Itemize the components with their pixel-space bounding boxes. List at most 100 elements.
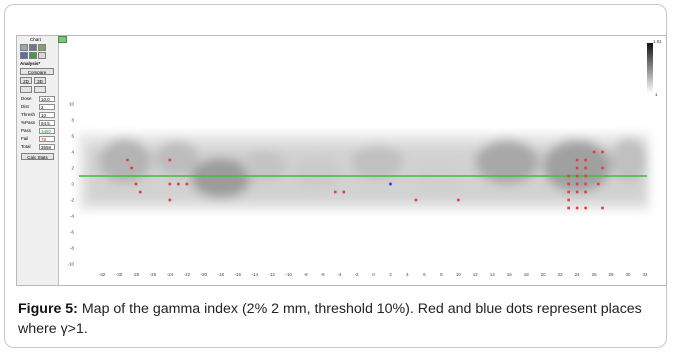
x-tick-label: 10 xyxy=(456,272,462,277)
caption-label: Figure 5: xyxy=(18,301,78,317)
y-tick-label: 8 xyxy=(71,118,74,123)
x-tick-label: -8 xyxy=(304,272,308,277)
gamma-fail-point xyxy=(457,198,460,202)
gamma-fail-point xyxy=(342,190,346,194)
gamma-fail-point xyxy=(601,150,604,154)
calc-stats-button[interactable]: Calc Stats xyxy=(21,153,54,160)
field-label-total: Total xyxy=(21,144,31,149)
gamma-map-plot: -32 -30 -28 -26 -24 -22 -20 -18 -16 -14 -12 -10 -8 -6… xyxy=(67,39,662,278)
y-tick-label: -4 xyxy=(70,214,74,219)
x-tick-label: -28 xyxy=(133,272,140,277)
x-tick-label: -18 xyxy=(218,272,225,277)
plot-axes: -32 -30 -28 -26 -24 -22 -20 -18 -16 -14 -12 -10 -8 -6… xyxy=(67,102,648,278)
y-tick-label: 6 xyxy=(71,134,74,139)
colorbar-bottom-label: 1 xyxy=(655,92,658,97)
y-tick-label: -10 xyxy=(67,262,74,267)
mode-2d-button[interactable]: 2D xyxy=(20,77,32,84)
x-tick-label: 26 xyxy=(592,272,598,277)
x-tick-label: -22 xyxy=(184,272,191,277)
panel-indicator xyxy=(58,36,67,43)
field-value-total: 3558 xyxy=(39,144,55,150)
option-button-b[interactable] xyxy=(34,86,46,93)
gamma-fail-point xyxy=(575,166,579,170)
x-tick-label: 2 xyxy=(389,272,392,277)
field-label-pass-pct: %Pass xyxy=(21,120,36,125)
toolbar-button-2[interactable] xyxy=(29,44,37,51)
gamma-fail-point xyxy=(592,150,596,154)
x-tick-label: 14 xyxy=(490,272,496,277)
gamma-fail-point xyxy=(168,198,172,202)
x-tick-label: 12 xyxy=(473,272,479,277)
gamma-fail-point xyxy=(597,182,600,186)
gamma-fail-point xyxy=(134,182,138,186)
x-tick-label: 8 xyxy=(440,272,443,277)
x-tick-label: 6 xyxy=(423,272,426,277)
x-tick-label: -20 xyxy=(201,272,208,277)
x-tick-label: -6 xyxy=(321,272,325,277)
x-tick-label: -24 xyxy=(167,272,174,277)
gamma-fail-point xyxy=(601,206,604,210)
gamma-fail-point xyxy=(414,198,418,202)
colorbar-top-label: 1.01 xyxy=(653,39,662,44)
toolbar-button-4[interactable] xyxy=(20,52,28,59)
caption-text: Map of the gamma index (2% 2 mm, thresho… xyxy=(18,301,642,337)
toolbar-button-3[interactable] xyxy=(38,44,46,51)
gamma-fail-point xyxy=(567,198,570,202)
analysis-label: Analysis* xyxy=(20,61,41,66)
gamma-fail-point xyxy=(168,158,172,162)
gamma-fail-point xyxy=(584,158,587,162)
gamma-fail-point xyxy=(334,190,337,194)
x-tick-label: 22 xyxy=(558,272,564,277)
field-label-dose: Dose xyxy=(21,96,32,101)
y-tick-label: 2 xyxy=(71,166,74,171)
gamma-fail-point xyxy=(584,190,587,194)
field-value-fail: 78 xyxy=(39,136,55,142)
x-tick-label: -4 xyxy=(338,272,342,277)
gamma-fail-point xyxy=(575,182,579,186)
gamma-intensity-map xyxy=(79,134,649,210)
gamma-fail-point xyxy=(567,206,570,210)
field-value-pass: 3480 xyxy=(39,128,55,134)
y-tick-label: -8 xyxy=(70,246,74,251)
gamma-fail-point xyxy=(575,190,579,194)
toolbar-button-1[interactable] xyxy=(20,44,28,51)
option-button-a[interactable] xyxy=(20,86,32,93)
field-label-thresh: Thresh xyxy=(21,112,36,117)
x-tick-label: -12 xyxy=(268,272,275,277)
gamma-fail-point xyxy=(185,182,189,186)
y-tick-label: -2 xyxy=(70,198,74,203)
gamma-fail-point xyxy=(389,182,392,186)
compare-button[interactable]: Compare xyxy=(20,68,54,75)
figure-caption: Figure 5: Map of the gamma index (2% 2 m… xyxy=(18,299,658,339)
x-tick-label: -2 xyxy=(355,272,359,277)
gamma-map-figure: Chart Analysis* Compare 2D 3D Dose 10.0 … xyxy=(16,35,667,286)
gamma-fail-point xyxy=(126,158,129,162)
x-tick-label: -14 xyxy=(251,272,258,277)
x-tick-label: -16 xyxy=(234,272,241,277)
field-value-dist[interactable]: 2 xyxy=(39,104,55,110)
x-tick-label: -30 xyxy=(116,272,123,277)
x-tick-label: -32 xyxy=(99,272,106,277)
x-tick-label: -10 xyxy=(285,272,292,277)
x-tick-label: 30 xyxy=(626,272,632,277)
x-tick-label: -26 xyxy=(150,272,157,277)
gamma-fail-point xyxy=(575,158,579,162)
mode-3d-button[interactable]: 3D xyxy=(34,77,46,84)
x-tick-label: 16 xyxy=(507,272,513,277)
field-value-dose[interactable]: 10.0 xyxy=(39,96,55,102)
x-tick-label: 32 xyxy=(642,272,648,277)
field-value-thresh[interactable]: 10 xyxy=(39,112,55,118)
gamma-fail-point xyxy=(130,166,133,170)
toolbar-button-5[interactable] xyxy=(29,52,37,59)
field-label-fail: Fail xyxy=(21,136,29,141)
x-tick-label: 28 xyxy=(609,272,615,277)
y-tick-label: -6 xyxy=(70,230,74,235)
gamma-fail-point xyxy=(177,182,180,186)
toolbar-button-6[interactable] xyxy=(38,52,46,59)
gamma-fail-point xyxy=(168,182,172,186)
y-tick-label: 0 xyxy=(71,182,74,187)
figure-frame: Chart Analysis* Compare 2D 3D Dose 10.0 … xyxy=(4,4,667,348)
panel-header: Chart xyxy=(30,37,42,42)
gamma-fail-point xyxy=(584,166,587,170)
x-tick-label: 0 xyxy=(372,272,375,277)
